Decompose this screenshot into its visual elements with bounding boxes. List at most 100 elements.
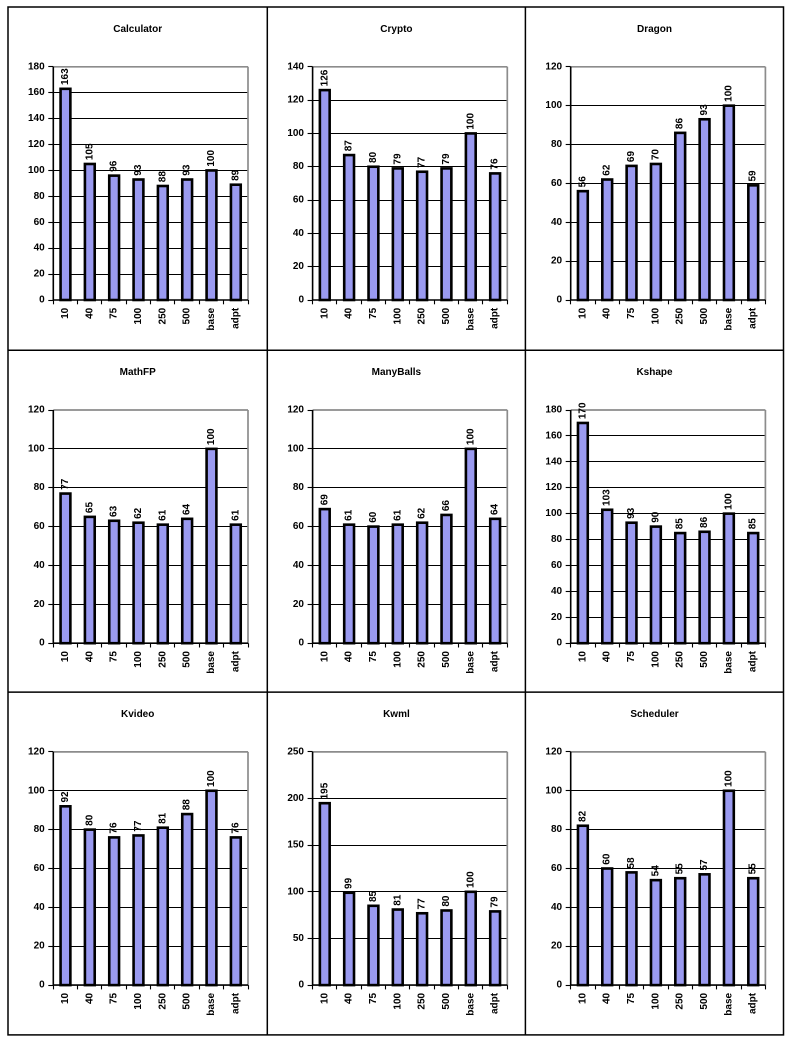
svg-text:250: 250 — [417, 307, 428, 324]
svg-text:100: 100 — [287, 443, 304, 454]
svg-text:100: 100 — [545, 785, 562, 796]
svg-text:40: 40 — [84, 307, 95, 319]
svg-text:500: 500 — [699, 651, 710, 668]
svg-text:500: 500 — [699, 307, 710, 324]
svg-text:100: 100 — [723, 85, 734, 102]
svg-text:64: 64 — [490, 503, 501, 515]
svg-text:500: 500 — [182, 651, 193, 668]
svg-text:100: 100 — [650, 307, 661, 324]
svg-text:54: 54 — [650, 865, 661, 877]
svg-text:10: 10 — [319, 307, 330, 319]
svg-text:76: 76 — [230, 822, 241, 834]
svg-text:Scheduler: Scheduler — [630, 709, 678, 720]
svg-text:100: 100 — [133, 307, 144, 324]
svg-text:100: 100 — [392, 992, 403, 1009]
svg-text:60: 60 — [293, 195, 305, 206]
svg-text:adpt: adpt — [230, 650, 241, 672]
svg-text:100: 100 — [465, 871, 476, 888]
svg-text:100: 100 — [28, 785, 45, 796]
svg-text:120: 120 — [545, 746, 562, 757]
svg-text:10: 10 — [319, 651, 330, 663]
svg-text:base: base — [206, 992, 217, 1015]
svg-text:100: 100 — [650, 651, 661, 668]
svg-text:79: 79 — [392, 153, 403, 165]
svg-text:500: 500 — [441, 651, 452, 668]
svg-text:0: 0 — [298, 295, 304, 306]
svg-text:0: 0 — [39, 980, 45, 991]
svg-text:100: 100 — [545, 100, 562, 111]
svg-text:59: 59 — [748, 170, 759, 182]
svg-text:61: 61 — [344, 509, 355, 521]
svg-text:120: 120 — [28, 139, 45, 150]
svg-text:64: 64 — [182, 503, 193, 515]
svg-text:120: 120 — [28, 746, 45, 757]
svg-text:140: 140 — [545, 456, 562, 467]
svg-text:base: base — [465, 651, 476, 674]
svg-text:92: 92 — [60, 791, 71, 803]
svg-text:60: 60 — [551, 560, 563, 571]
svg-text:75: 75 — [626, 651, 637, 663]
svg-text:77: 77 — [133, 820, 144, 832]
svg-text:250: 250 — [417, 992, 428, 1009]
svg-text:40: 40 — [551, 217, 563, 228]
svg-text:61: 61 — [230, 509, 241, 521]
svg-text:85: 85 — [675, 518, 686, 530]
svg-text:20: 20 — [551, 256, 563, 267]
svg-text:60: 60 — [293, 521, 305, 532]
svg-text:0: 0 — [298, 638, 304, 649]
svg-text:77: 77 — [417, 898, 428, 910]
svg-text:base: base — [465, 992, 476, 1015]
svg-text:250: 250 — [675, 992, 686, 1009]
svg-text:0: 0 — [298, 980, 304, 991]
svg-text:adpt: adpt — [748, 992, 759, 1014]
svg-text:0: 0 — [557, 980, 563, 991]
svg-text:20: 20 — [34, 599, 46, 610]
svg-text:163: 163 — [60, 68, 71, 85]
svg-text:180: 180 — [28, 61, 45, 72]
svg-text:60: 60 — [34, 863, 46, 874]
svg-text:80: 80 — [293, 482, 305, 493]
svg-text:120: 120 — [545, 482, 562, 493]
svg-text:40: 40 — [602, 307, 613, 319]
svg-text:10: 10 — [577, 651, 588, 663]
svg-text:170: 170 — [577, 402, 588, 419]
svg-text:100: 100 — [650, 992, 661, 1009]
svg-text:80: 80 — [551, 139, 563, 150]
svg-text:88: 88 — [182, 799, 193, 811]
svg-text:20: 20 — [293, 261, 305, 272]
svg-text:93: 93 — [133, 164, 144, 176]
svg-text:40: 40 — [344, 307, 355, 319]
svg-text:79: 79 — [441, 153, 452, 165]
svg-text:70: 70 — [650, 149, 661, 161]
svg-text:base: base — [465, 307, 476, 330]
svg-text:10: 10 — [60, 651, 71, 663]
svg-text:57: 57 — [699, 859, 710, 871]
svg-text:80: 80 — [551, 824, 563, 835]
svg-text:50: 50 — [293, 933, 305, 944]
svg-text:61: 61 — [157, 509, 168, 521]
svg-text:40: 40 — [344, 651, 355, 663]
svg-text:180: 180 — [545, 405, 562, 416]
svg-text:10: 10 — [60, 307, 71, 319]
svg-text:40: 40 — [84, 992, 95, 1004]
svg-text:103: 103 — [602, 489, 613, 506]
svg-text:250: 250 — [287, 746, 304, 757]
svg-text:20: 20 — [34, 269, 46, 280]
svg-text:120: 120 — [287, 405, 304, 416]
svg-text:500: 500 — [699, 992, 710, 1009]
svg-text:63: 63 — [109, 505, 120, 517]
svg-text:MathFP: MathFP — [120, 367, 156, 378]
svg-text:20: 20 — [551, 941, 563, 952]
svg-text:250: 250 — [157, 651, 168, 668]
svg-text:40: 40 — [551, 902, 563, 913]
svg-text:60: 60 — [551, 178, 563, 189]
svg-text:250: 250 — [675, 651, 686, 668]
svg-text:Kwml: Kwml — [383, 709, 410, 720]
svg-text:500: 500 — [441, 307, 452, 324]
svg-text:base: base — [723, 992, 734, 1015]
svg-text:250: 250 — [417, 651, 428, 668]
svg-text:10: 10 — [577, 307, 588, 319]
svg-text:60: 60 — [368, 511, 379, 523]
svg-text:80: 80 — [293, 161, 305, 172]
svg-text:100: 100 — [465, 113, 476, 130]
